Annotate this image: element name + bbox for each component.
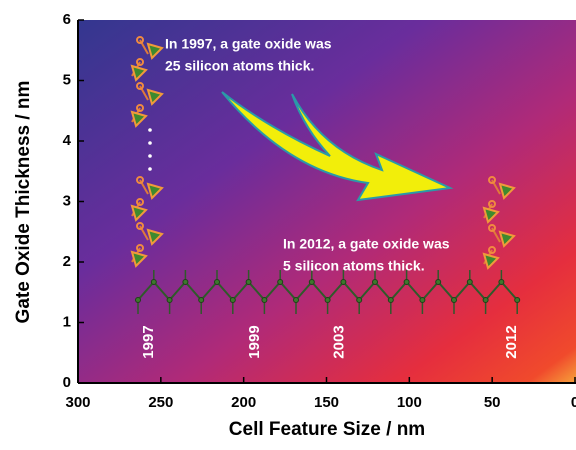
- y-tick-label: 2: [63, 253, 71, 270]
- x-tick-label: 0: [571, 394, 576, 411]
- atom: [136, 58, 144, 66]
- tetrahedron: [146, 42, 164, 60]
- year-label: 2012: [503, 325, 520, 358]
- atom: [498, 279, 505, 285]
- tetrahedron: [146, 228, 164, 246]
- x-tick-label: 50: [484, 394, 501, 411]
- y-tick-label: 1: [63, 313, 71, 330]
- atom: [293, 297, 299, 303]
- atom: [488, 200, 496, 208]
- atom: [136, 176, 144, 184]
- dot: [148, 154, 152, 158]
- atom: [136, 82, 144, 90]
- y-tick-label: 3: [63, 192, 71, 209]
- atom: [150, 279, 157, 285]
- x-axis-label: Cell Feature Size / nm: [229, 419, 425, 440]
- year-label: 1999: [246, 325, 263, 358]
- x-tick-label: 150: [314, 394, 339, 411]
- y-tick-label: 4: [63, 132, 72, 149]
- atom: [198, 297, 205, 303]
- atom: [356, 297, 363, 303]
- atom: [135, 297, 141, 303]
- tetrahedron: [146, 88, 164, 106]
- atom: [488, 176, 496, 184]
- atom: [166, 297, 173, 303]
- annotation: 5 silicon atoms thick.: [283, 258, 425, 274]
- atom: [261, 297, 268, 303]
- atom: [245, 279, 252, 285]
- year-label: 2003: [331, 325, 348, 358]
- atom: [182, 279, 189, 285]
- y-tick-label: 6: [63, 11, 71, 28]
- annotation: In 1997, a gate oxide was: [165, 36, 332, 52]
- atom: [403, 279, 410, 285]
- tetrahedron: [482, 206, 500, 224]
- tetrahedron: [130, 64, 148, 82]
- atom: [419, 297, 426, 303]
- atom: [340, 279, 347, 285]
- atom: [387, 297, 394, 303]
- tetrahedron: [130, 250, 148, 268]
- atom: [277, 279, 284, 285]
- arrow: [221, 91, 454, 202]
- annotation: 25 silicon atoms thick.: [165, 58, 314, 74]
- tetrahedron: [146, 182, 164, 200]
- tetrahedron: [130, 110, 148, 128]
- tetrahedron: [482, 252, 500, 270]
- molecule-illustration: [130, 36, 521, 314]
- tetrahedron: [130, 204, 148, 222]
- atom: [136, 198, 144, 206]
- atom: [229, 297, 236, 303]
- x-tick-label: 100: [397, 394, 422, 411]
- y-tick-label: 5: [63, 71, 71, 88]
- y-axis-label: Gate Oxide Thickness / nm: [13, 81, 34, 324]
- atom: [308, 279, 315, 285]
- tetrahedron: [498, 182, 516, 200]
- atom: [482, 297, 489, 303]
- annotation: In 2012, a gate oxide was: [283, 236, 450, 252]
- x-tick-label: 200: [231, 394, 256, 411]
- atom: [435, 279, 442, 285]
- atom: [372, 279, 378, 285]
- atom: [214, 279, 220, 285]
- atom: [488, 224, 496, 232]
- year-label: 1997: [140, 325, 157, 358]
- x-tick-label: 250: [148, 394, 173, 411]
- atom: [136, 222, 144, 230]
- atom: [466, 279, 473, 285]
- y-tick-label: 0: [63, 374, 71, 391]
- dot: [148, 141, 152, 145]
- dot: [148, 128, 152, 132]
- atom: [136, 36, 144, 44]
- dot: [148, 167, 152, 171]
- tetrahedron: [498, 230, 516, 248]
- atom: [324, 297, 331, 303]
- atom: [451, 297, 457, 303]
- atom: [136, 244, 144, 252]
- atom: [136, 104, 144, 112]
- x-tick-label: 300: [65, 394, 90, 411]
- atom: [488, 246, 496, 254]
- atom: [514, 297, 521, 303]
